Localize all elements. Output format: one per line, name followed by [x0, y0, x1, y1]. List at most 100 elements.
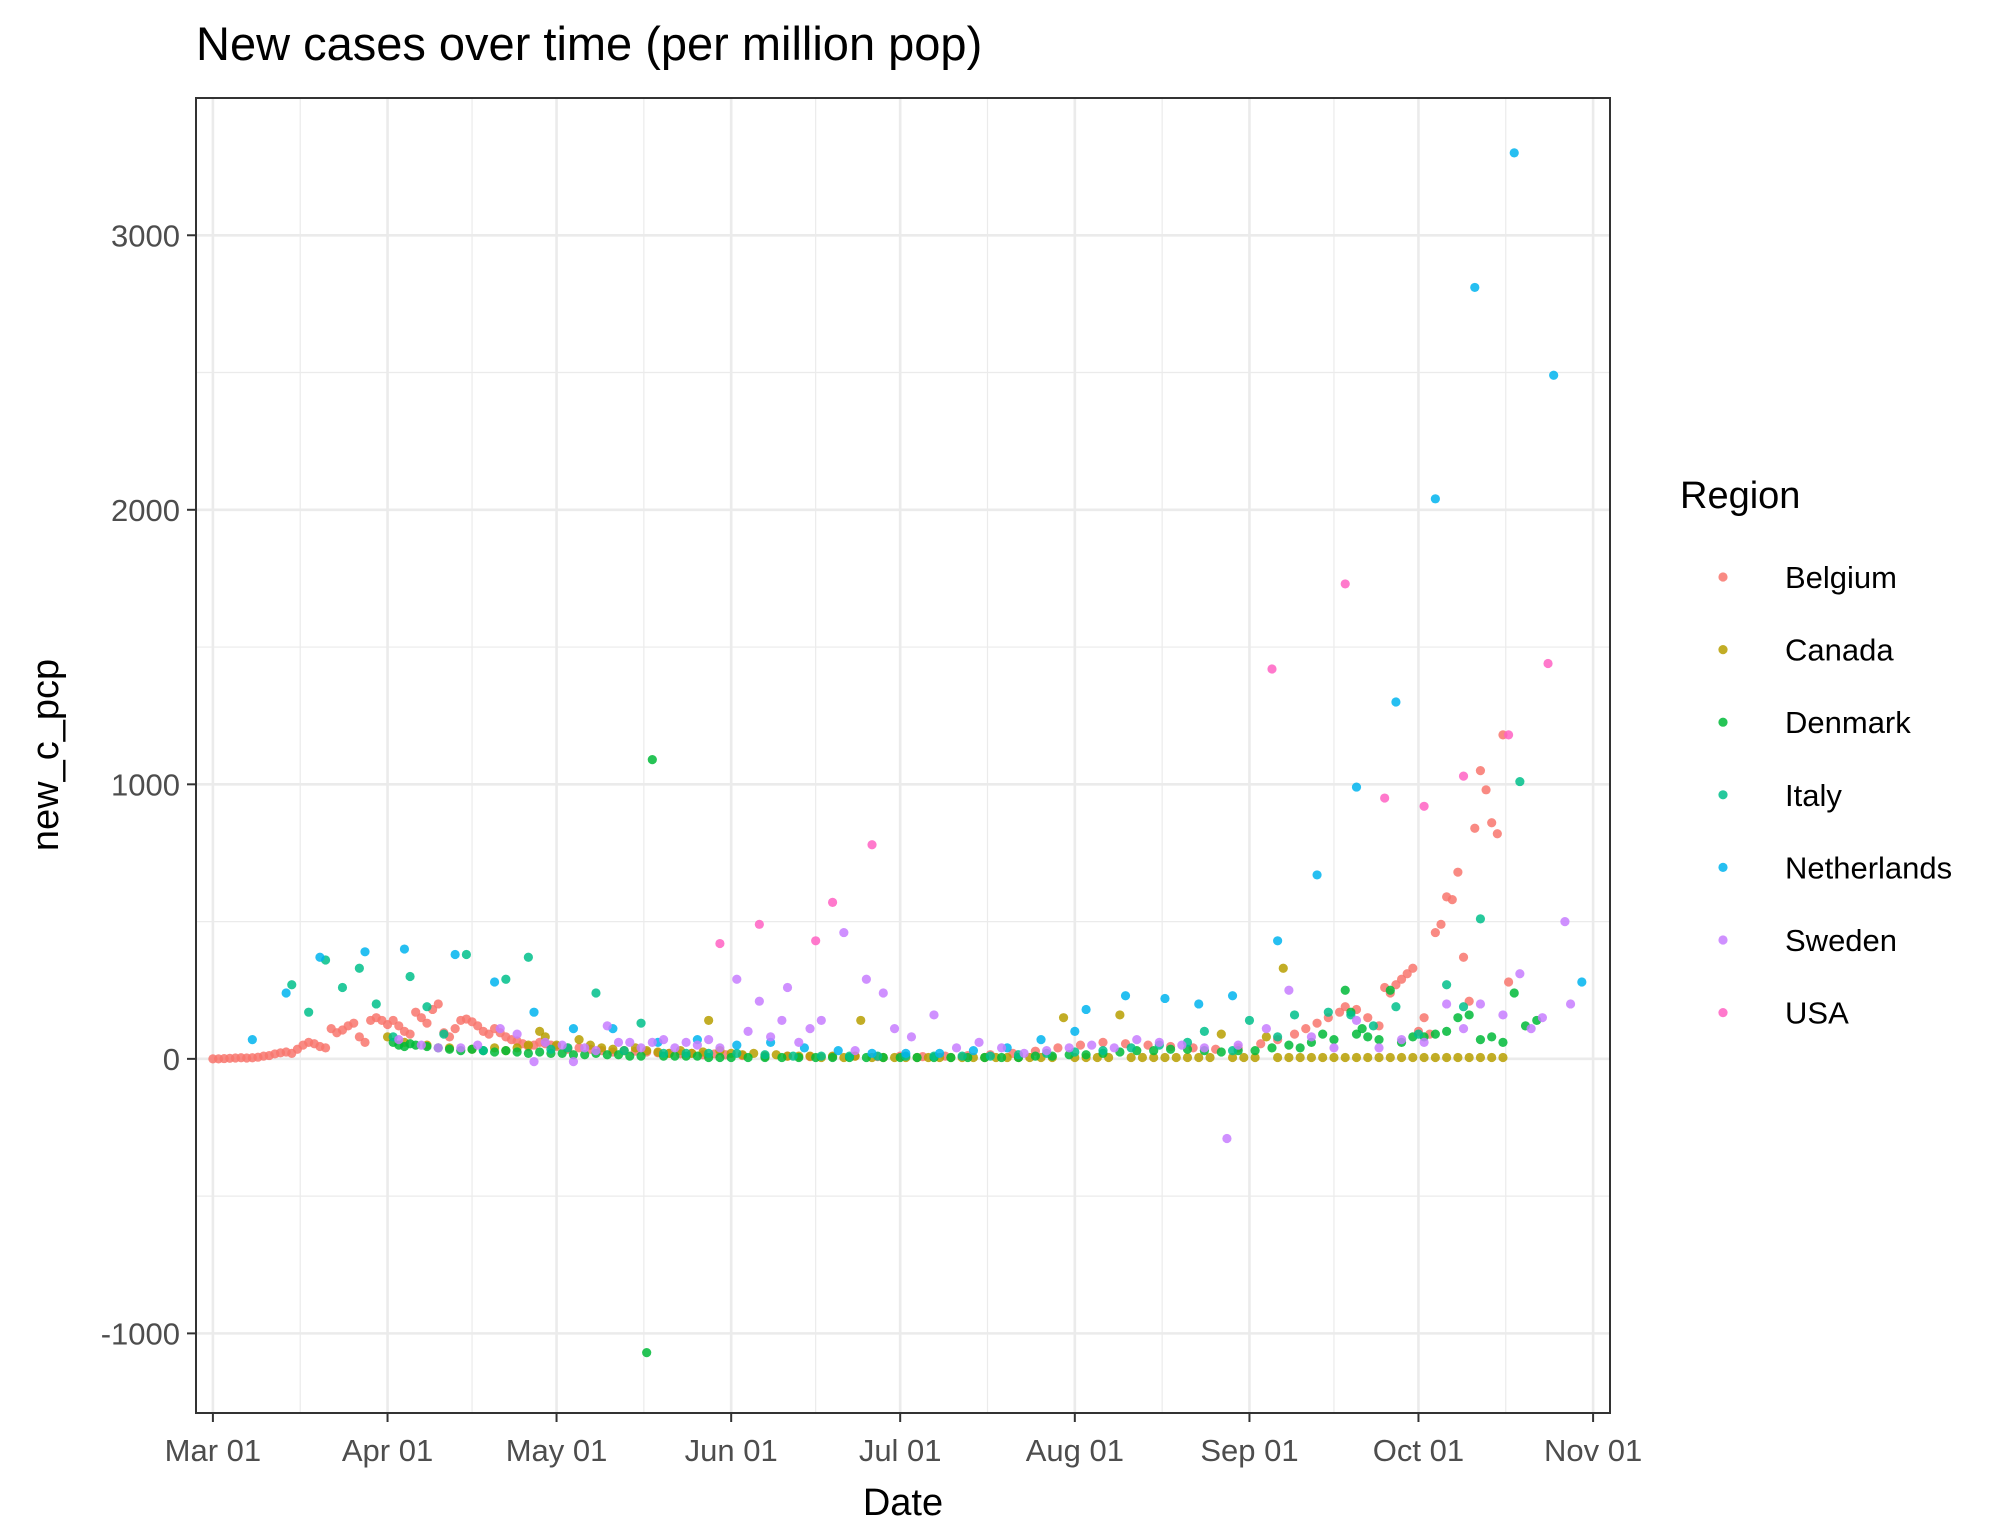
data-point: [1453, 867, 1463, 877]
legend-key-marker: [1718, 862, 1728, 873]
data-point: [760, 1050, 770, 1060]
data-point: [732, 1048, 742, 1058]
data-point: [523, 1040, 533, 1050]
data-point: [996, 1043, 1007, 1053]
data-point: [1464, 1010, 1474, 1020]
data-point: [354, 1032, 364, 1042]
data-point: [1216, 1029, 1226, 1039]
data-point: [658, 1035, 669, 1045]
data-point: [557, 1048, 567, 1058]
data-point: [1391, 1002, 1401, 1012]
data-point: [704, 1015, 714, 1026]
data-point: [1368, 1021, 1378, 1031]
data-point: [1526, 1024, 1536, 1034]
data-point: [1081, 1050, 1091, 1060]
data-point: [636, 1051, 646, 1061]
data-point: [1154, 1037, 1164, 1047]
data-point: [1475, 1035, 1486, 1045]
data-point: [692, 1051, 702, 1061]
data-point: [1030, 1051, 1040, 1061]
data-point: [1340, 985, 1350, 995]
data-point: [1487, 1052, 1497, 1063]
data-point: [1436, 919, 1446, 929]
data-point: [613, 1037, 624, 1047]
data-point: [1470, 282, 1480, 293]
y-tick-label: 3000: [111, 218, 180, 253]
data-point: [816, 1051, 826, 1061]
data-point: [315, 952, 325, 962]
data-point: [1442, 1052, 1452, 1063]
data-point: [1492, 829, 1502, 839]
data-point: [433, 1043, 443, 1053]
data-point: [1442, 999, 1452, 1009]
data-point: [878, 988, 888, 998]
data-point: [1503, 730, 1514, 740]
x-tick-label: Nov 01: [1544, 1433, 1642, 1468]
legend-item: Netherlands: [1718, 850, 1952, 885]
data-point: [1334, 1007, 1345, 1017]
data-point: [1475, 765, 1486, 776]
data-point: [405, 1029, 415, 1039]
data-point: [512, 1047, 522, 1057]
data-point: [827, 897, 838, 907]
data-point: [1351, 1052, 1362, 1063]
legend-key-marker: [1718, 1008, 1728, 1018]
data-point: [715, 1052, 725, 1063]
data-point: [732, 1040, 742, 1050]
data-point: [371, 999, 381, 1009]
data-point: [1053, 1043, 1063, 1053]
data-point: [1284, 985, 1294, 995]
data-point: [946, 1052, 956, 1063]
data-point: [743, 1052, 753, 1063]
data-point: [1487, 818, 1497, 828]
data-point: [1464, 1052, 1474, 1063]
data-point: [501, 1046, 511, 1056]
data-point: [1312, 1018, 1322, 1028]
data-point: [1363, 1013, 1373, 1023]
data-point: [394, 1035, 404, 1045]
data-point: [478, 1046, 488, 1056]
data-point: [495, 1024, 505, 1034]
series-usa: [715, 579, 1553, 949]
data-point: [568, 1024, 579, 1034]
data-point: [557, 1040, 567, 1050]
legend-label: Sweden: [1785, 923, 1897, 958]
data-point: [799, 1043, 810, 1053]
data-point: [1543, 658, 1553, 669]
data-point: [929, 1010, 939, 1020]
data-point: [766, 1032, 776, 1042]
data-point: [422, 1018, 432, 1028]
data-point: [996, 1052, 1007, 1063]
data-point: [523, 1048, 533, 1058]
data-point: [715, 938, 725, 949]
data-point: [1087, 1040, 1097, 1050]
data-point: [1126, 1052, 1136, 1063]
legend-key-marker: [1718, 717, 1728, 727]
data-point: [501, 974, 511, 984]
data-point: [658, 1048, 669, 1058]
data-point: [304, 1007, 314, 1017]
data-point: [1374, 1052, 1384, 1063]
data-point: [1464, 996, 1474, 1006]
data-point: [1453, 1013, 1463, 1023]
data-point: [1227, 1046, 1238, 1056]
data-point: [1233, 1040, 1243, 1050]
data-point: [861, 974, 871, 984]
data-point: [636, 1043, 646, 1053]
data-point: [777, 1052, 787, 1063]
data-point: [439, 1029, 449, 1039]
data-point: [1419, 801, 1429, 811]
data-point: [951, 1043, 962, 1053]
data-point: [602, 1050, 612, 1060]
data-point: [974, 1037, 984, 1047]
data-point: [1402, 969, 1412, 979]
data-point: [1058, 1013, 1069, 1023]
data-point: [1284, 1052, 1294, 1063]
data-point: [1458, 952, 1469, 962]
data-point: [1222, 1133, 1232, 1144]
data-point: [704, 1048, 714, 1058]
data-point: [1374, 1035, 1384, 1045]
x-tick-label: Oct 01: [1373, 1433, 1464, 1468]
data-point: [1380, 793, 1390, 803]
data-point: [827, 1052, 838, 1063]
